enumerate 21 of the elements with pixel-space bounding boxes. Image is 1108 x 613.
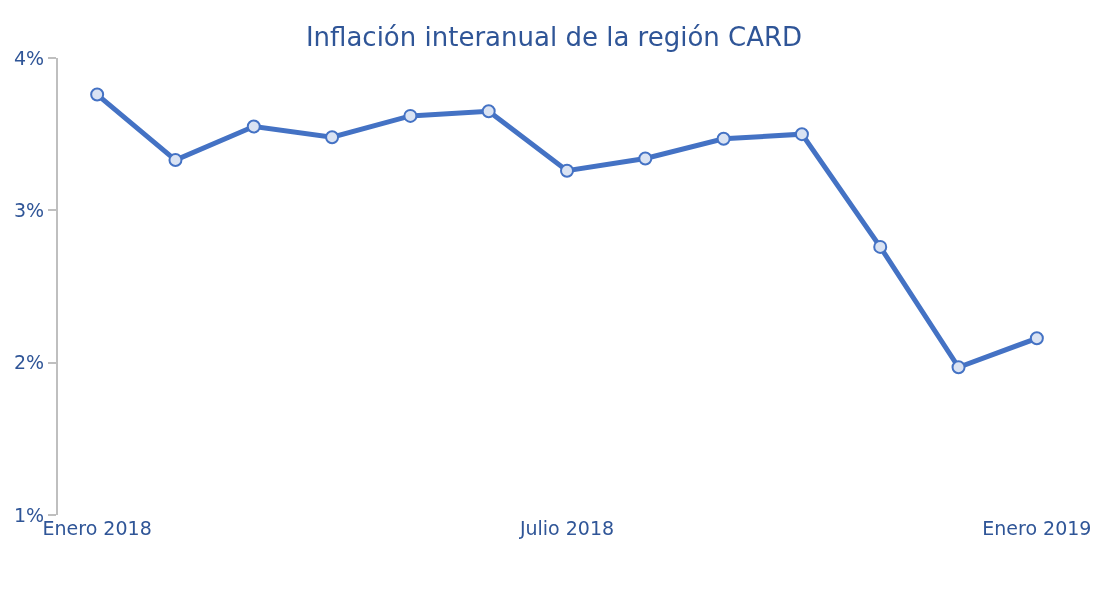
x-tick-label: Enero 2019 bbox=[982, 517, 1092, 539]
x-tick-label: Enero 2018 bbox=[42, 517, 152, 539]
point bbox=[560, 163, 574, 178]
point bbox=[873, 239, 888, 254]
y-tick-label: 4% bbox=[14, 46, 45, 69]
point bbox=[325, 130, 340, 145]
point bbox=[90, 87, 105, 102]
y-tick-label: 3% bbox=[14, 198, 45, 221]
point bbox=[403, 108, 418, 123]
point bbox=[716, 131, 731, 146]
x-tick-label: Julio 2018 bbox=[518, 517, 615, 539]
point bbox=[481, 104, 496, 119]
point bbox=[246, 119, 261, 134]
point bbox=[951, 360, 966, 375]
point bbox=[638, 151, 653, 166]
point bbox=[168, 153, 183, 168]
chart-title: Inflación interanual de la región CARD bbox=[305, 21, 803, 52]
point bbox=[794, 127, 809, 142]
y-tick-label: 1% bbox=[14, 503, 45, 526]
y-tick-label: 2% bbox=[14, 351, 45, 374]
point bbox=[1029, 331, 1044, 346]
